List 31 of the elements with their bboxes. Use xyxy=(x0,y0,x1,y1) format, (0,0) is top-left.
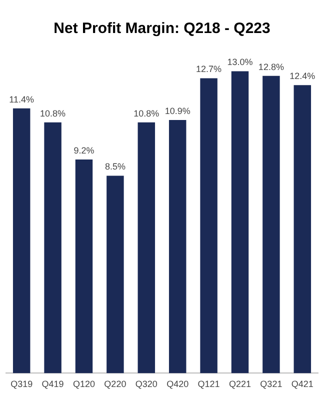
data-label: 10.8% xyxy=(40,108,66,118)
bar xyxy=(106,176,124,374)
data-label: 8.5% xyxy=(104,162,126,172)
bar xyxy=(200,78,218,374)
x-tick-label: Q420 xyxy=(166,379,189,390)
x-tick-label: Q321 xyxy=(260,379,282,390)
data-label: 12.7% xyxy=(196,64,222,74)
x-tick-label: Q120 xyxy=(72,379,96,390)
x-tick-label: Q319 xyxy=(10,379,33,390)
data-label: 10.8% xyxy=(134,108,160,118)
data-label: 11.4% xyxy=(9,94,34,104)
data-label: 12.8% xyxy=(258,62,284,72)
x-tick-label: Q121 xyxy=(198,379,220,390)
chart-title: Net Profit Margin: Q218 - Q223 xyxy=(54,20,270,38)
bar xyxy=(44,122,62,374)
data-label: 13.0% xyxy=(227,57,253,68)
x-tick-label: Q320 xyxy=(135,379,158,390)
x-tick-label: Q221 xyxy=(228,379,252,390)
data-label: 12.4% xyxy=(290,71,316,82)
data-label: 10.9% xyxy=(164,106,190,116)
bar xyxy=(294,85,312,374)
bar xyxy=(12,108,30,374)
bar xyxy=(168,120,186,374)
data-label: 9.2% xyxy=(74,145,94,156)
x-tick-label: Q220 xyxy=(104,379,126,390)
bar xyxy=(231,71,249,374)
bar xyxy=(262,76,280,374)
x-tick-label: Q421 xyxy=(291,379,314,390)
bar xyxy=(75,159,93,374)
bar xyxy=(138,122,156,374)
x-tick-label: Q419 xyxy=(42,379,64,390)
